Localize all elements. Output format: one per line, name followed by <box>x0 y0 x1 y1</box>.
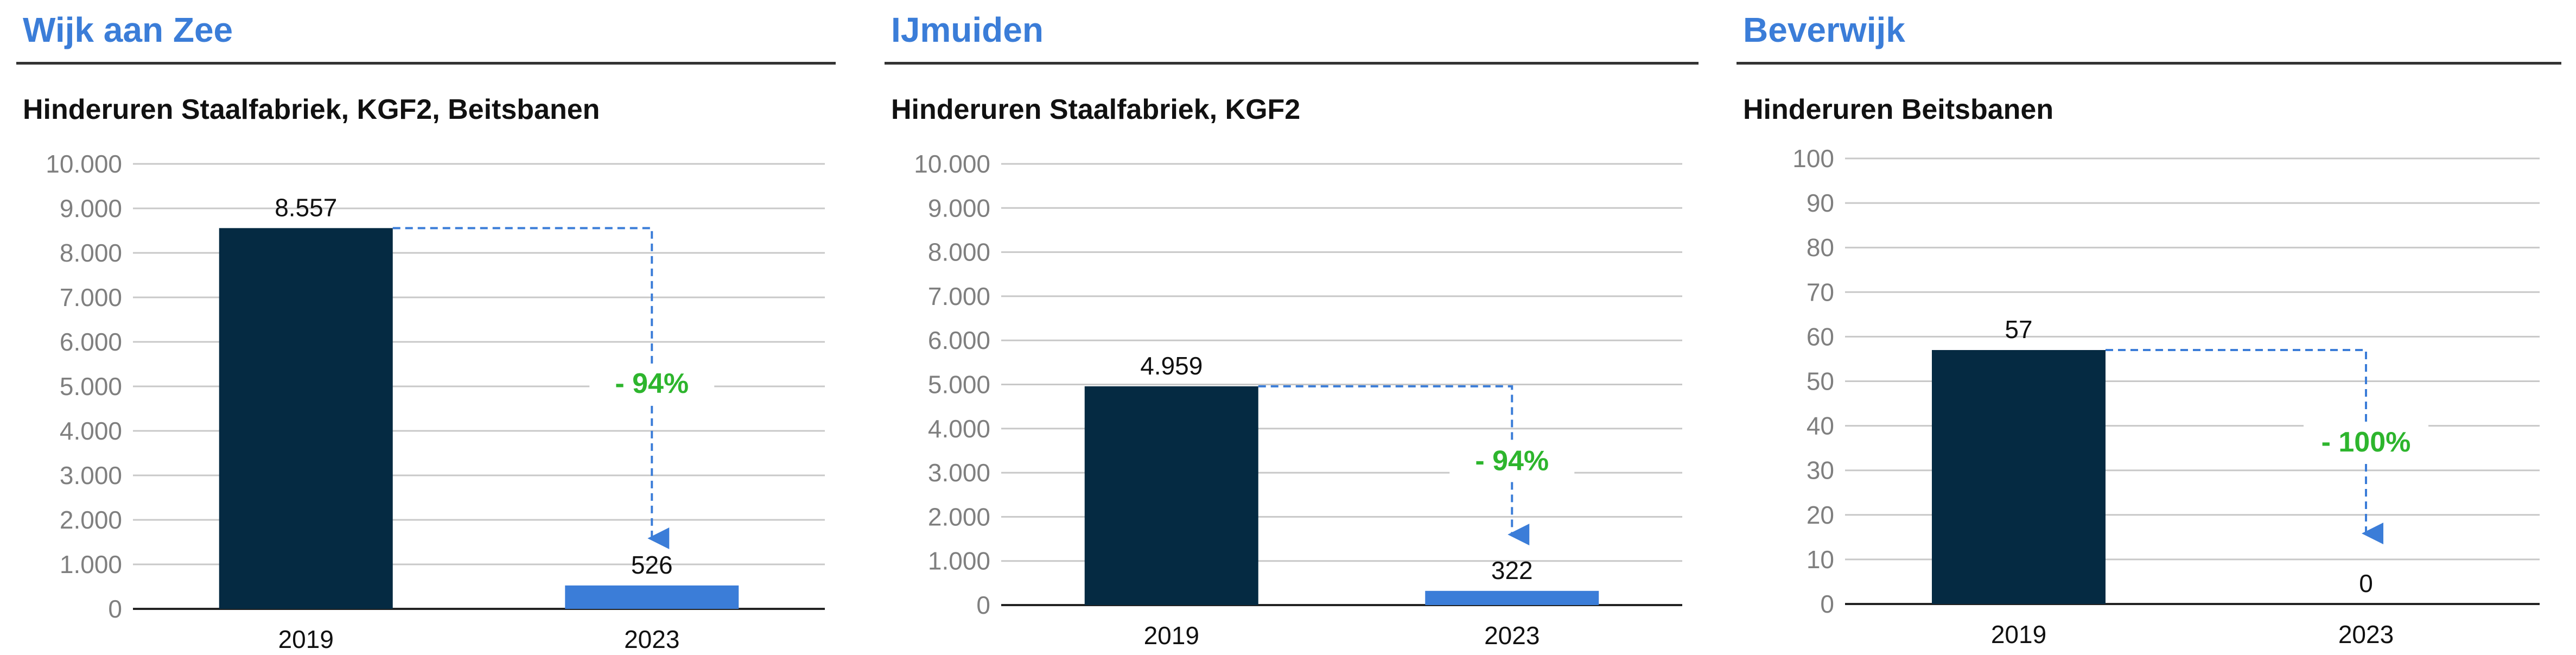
y-tick-label: 9.000 <box>60 194 122 222</box>
data-label: 8.557 <box>275 193 337 221</box>
data-label: 526 <box>631 551 673 579</box>
bar-2023 <box>1425 590 1599 605</box>
y-tick-label: 5.000 <box>928 371 990 399</box>
y-tick-label: 7.000 <box>60 283 122 311</box>
title-divider <box>1737 62 2561 65</box>
region-title: Beverwijk <box>1743 10 1905 49</box>
chart-title: Hinderuren Beitsbanen <box>1743 94 2054 125</box>
x-tick-label: 2019 <box>1144 621 1199 650</box>
bar-2019 <box>1932 350 2106 604</box>
y-tick-label: 8.000 <box>928 238 990 266</box>
bar-2019 <box>219 228 393 609</box>
y-tick-label: 3.000 <box>60 461 122 489</box>
y-tick-label: 50 <box>1807 367 1834 396</box>
chart-panel-ijmuiden: IJmuiden Hinderuren Staalfabriek, KGF2 0… <box>885 0 1720 655</box>
data-label: 57 <box>2005 315 2032 344</box>
bar-chart: 0 1.000 2.000 3.000 4.000 5.000 6.000 7.000 8.00… <box>46 150 825 653</box>
bar-2019 <box>1084 386 1258 605</box>
change-label: - 94% <box>1475 445 1549 476</box>
y-tick-label: 20 <box>1807 501 1834 529</box>
y-tick-label: 100 <box>1792 144 1834 173</box>
title-divider <box>885 62 1699 65</box>
change-arrow <box>392 227 670 549</box>
change-label-background <box>2304 423 2428 462</box>
y-tick-label: 1.000 <box>928 547 990 575</box>
chart-title: Hinderuren Staalfabriek, KGF2, Beitsbane… <box>23 94 600 125</box>
y-tick-label: 2.000 <box>60 506 122 534</box>
y-tick-label: 0 <box>1820 590 1834 618</box>
chart-panel-wijk-aan-zee: Wijk aan Zee Hinderuren Staalfabriek, KG… <box>16 0 852 655</box>
y-tick-label: 5.000 <box>60 372 122 400</box>
y-tick-label: 40 <box>1807 412 1834 440</box>
y-tick-label: 6.000 <box>60 328 122 356</box>
x-tick-label: 2023 <box>624 625 679 653</box>
title-divider <box>16 62 836 65</box>
y-tick-label: 10.000 <box>914 150 990 178</box>
y-tick-label: 9.000 <box>928 194 990 222</box>
region-title: Wijk aan Zee <box>23 10 233 49</box>
chart-title: Hinderuren Staalfabriek, KGF2 <box>891 94 1301 125</box>
change-label: - 94% <box>615 368 689 399</box>
bar-chart: 0 1.000 2.000 3.000 4.000 5.000 6.000 7.000 8.00… <box>914 150 1682 650</box>
x-tick-label: 2023 <box>1484 621 1540 650</box>
y-tick-label: 80 <box>1807 233 1834 262</box>
y-tick-label: 7.000 <box>928 282 990 310</box>
change-label-background <box>589 365 715 403</box>
y-tick-label: 4.000 <box>60 417 122 445</box>
chart-panel-beverwijk: Beverwijk Hinderuren Beitsbanen 0 10 20 30 4… <box>1737 0 2572 655</box>
x-tick-label: 2023 <box>2338 620 2394 648</box>
bar-2023 <box>565 585 739 609</box>
y-tick-label: 70 <box>1807 278 1834 306</box>
y-tick-label: 60 <box>1807 322 1834 351</box>
y-tick-label: 3.000 <box>928 459 990 487</box>
y-tick-label: 0 <box>108 595 122 623</box>
y-tick-label: 6.000 <box>928 326 990 354</box>
change-label: - 100% <box>2321 427 2411 458</box>
change-label-background <box>1449 442 1575 480</box>
y-tick-label: 4.000 <box>928 415 990 443</box>
x-tick-label: 2019 <box>1991 620 2046 648</box>
data-label: 0 <box>2359 569 2373 597</box>
data-label: 4.959 <box>1140 352 1203 380</box>
change-arrow <box>1258 385 1530 545</box>
y-tick-label: 10 <box>1807 545 1834 574</box>
region-title: IJmuiden <box>891 10 1044 49</box>
x-tick-label: 2019 <box>278 625 334 653</box>
y-tick-label: 10.000 <box>46 150 122 178</box>
y-tick-label: 2.000 <box>928 503 990 531</box>
y-tick-label: 30 <box>1807 456 1834 485</box>
data-label: 322 <box>1491 556 1533 584</box>
y-tick-label: 90 <box>1807 189 1834 217</box>
y-tick-label: 0 <box>976 591 990 619</box>
y-tick-label: 1.000 <box>60 550 122 578</box>
bar-chart: 0 10 20 30 40 50 60 70 80 90 100 57 2019 0 2023 - 100% <box>1792 144 2540 648</box>
y-tick-label: 8.000 <box>60 239 122 267</box>
